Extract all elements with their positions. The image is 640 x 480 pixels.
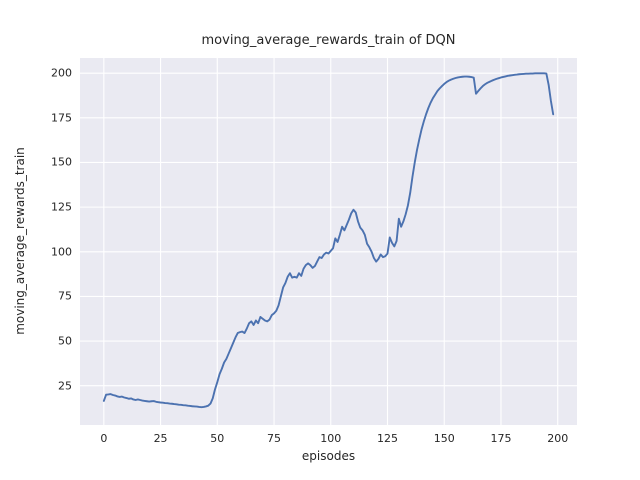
y-tick-label: 125 xyxy=(51,200,72,214)
y-tick-label: 175 xyxy=(51,111,72,125)
x-tick-label: 0 xyxy=(100,432,108,445)
y-tick-label: 50 xyxy=(58,334,72,348)
x-tick-label: 50 xyxy=(210,432,225,445)
x-tick-label: 100 xyxy=(320,432,342,445)
y-axis-label-text: moving_average_rewards_train xyxy=(13,147,27,335)
x-tick-label: 200 xyxy=(547,432,569,445)
y-tick-label: 200 xyxy=(51,66,72,80)
y-tick-label: 100 xyxy=(51,245,72,259)
x-axis-label: episodes xyxy=(301,449,356,463)
y-tick-label: 75 xyxy=(58,289,72,303)
x-tick-label: 175 xyxy=(490,432,512,445)
series-line xyxy=(102,72,555,409)
y-tick-label: 25 xyxy=(58,379,72,393)
y-tick-label: 150 xyxy=(51,155,72,169)
x-tick-label: 125 xyxy=(377,432,398,445)
x-tick-label: 75 xyxy=(267,432,282,445)
axes-background xyxy=(80,58,577,425)
x-tick-label: 25 xyxy=(153,432,168,445)
chart-title: moving_average_rewards_train of DQN xyxy=(201,33,456,48)
x-tick-label: 150 xyxy=(433,432,455,445)
